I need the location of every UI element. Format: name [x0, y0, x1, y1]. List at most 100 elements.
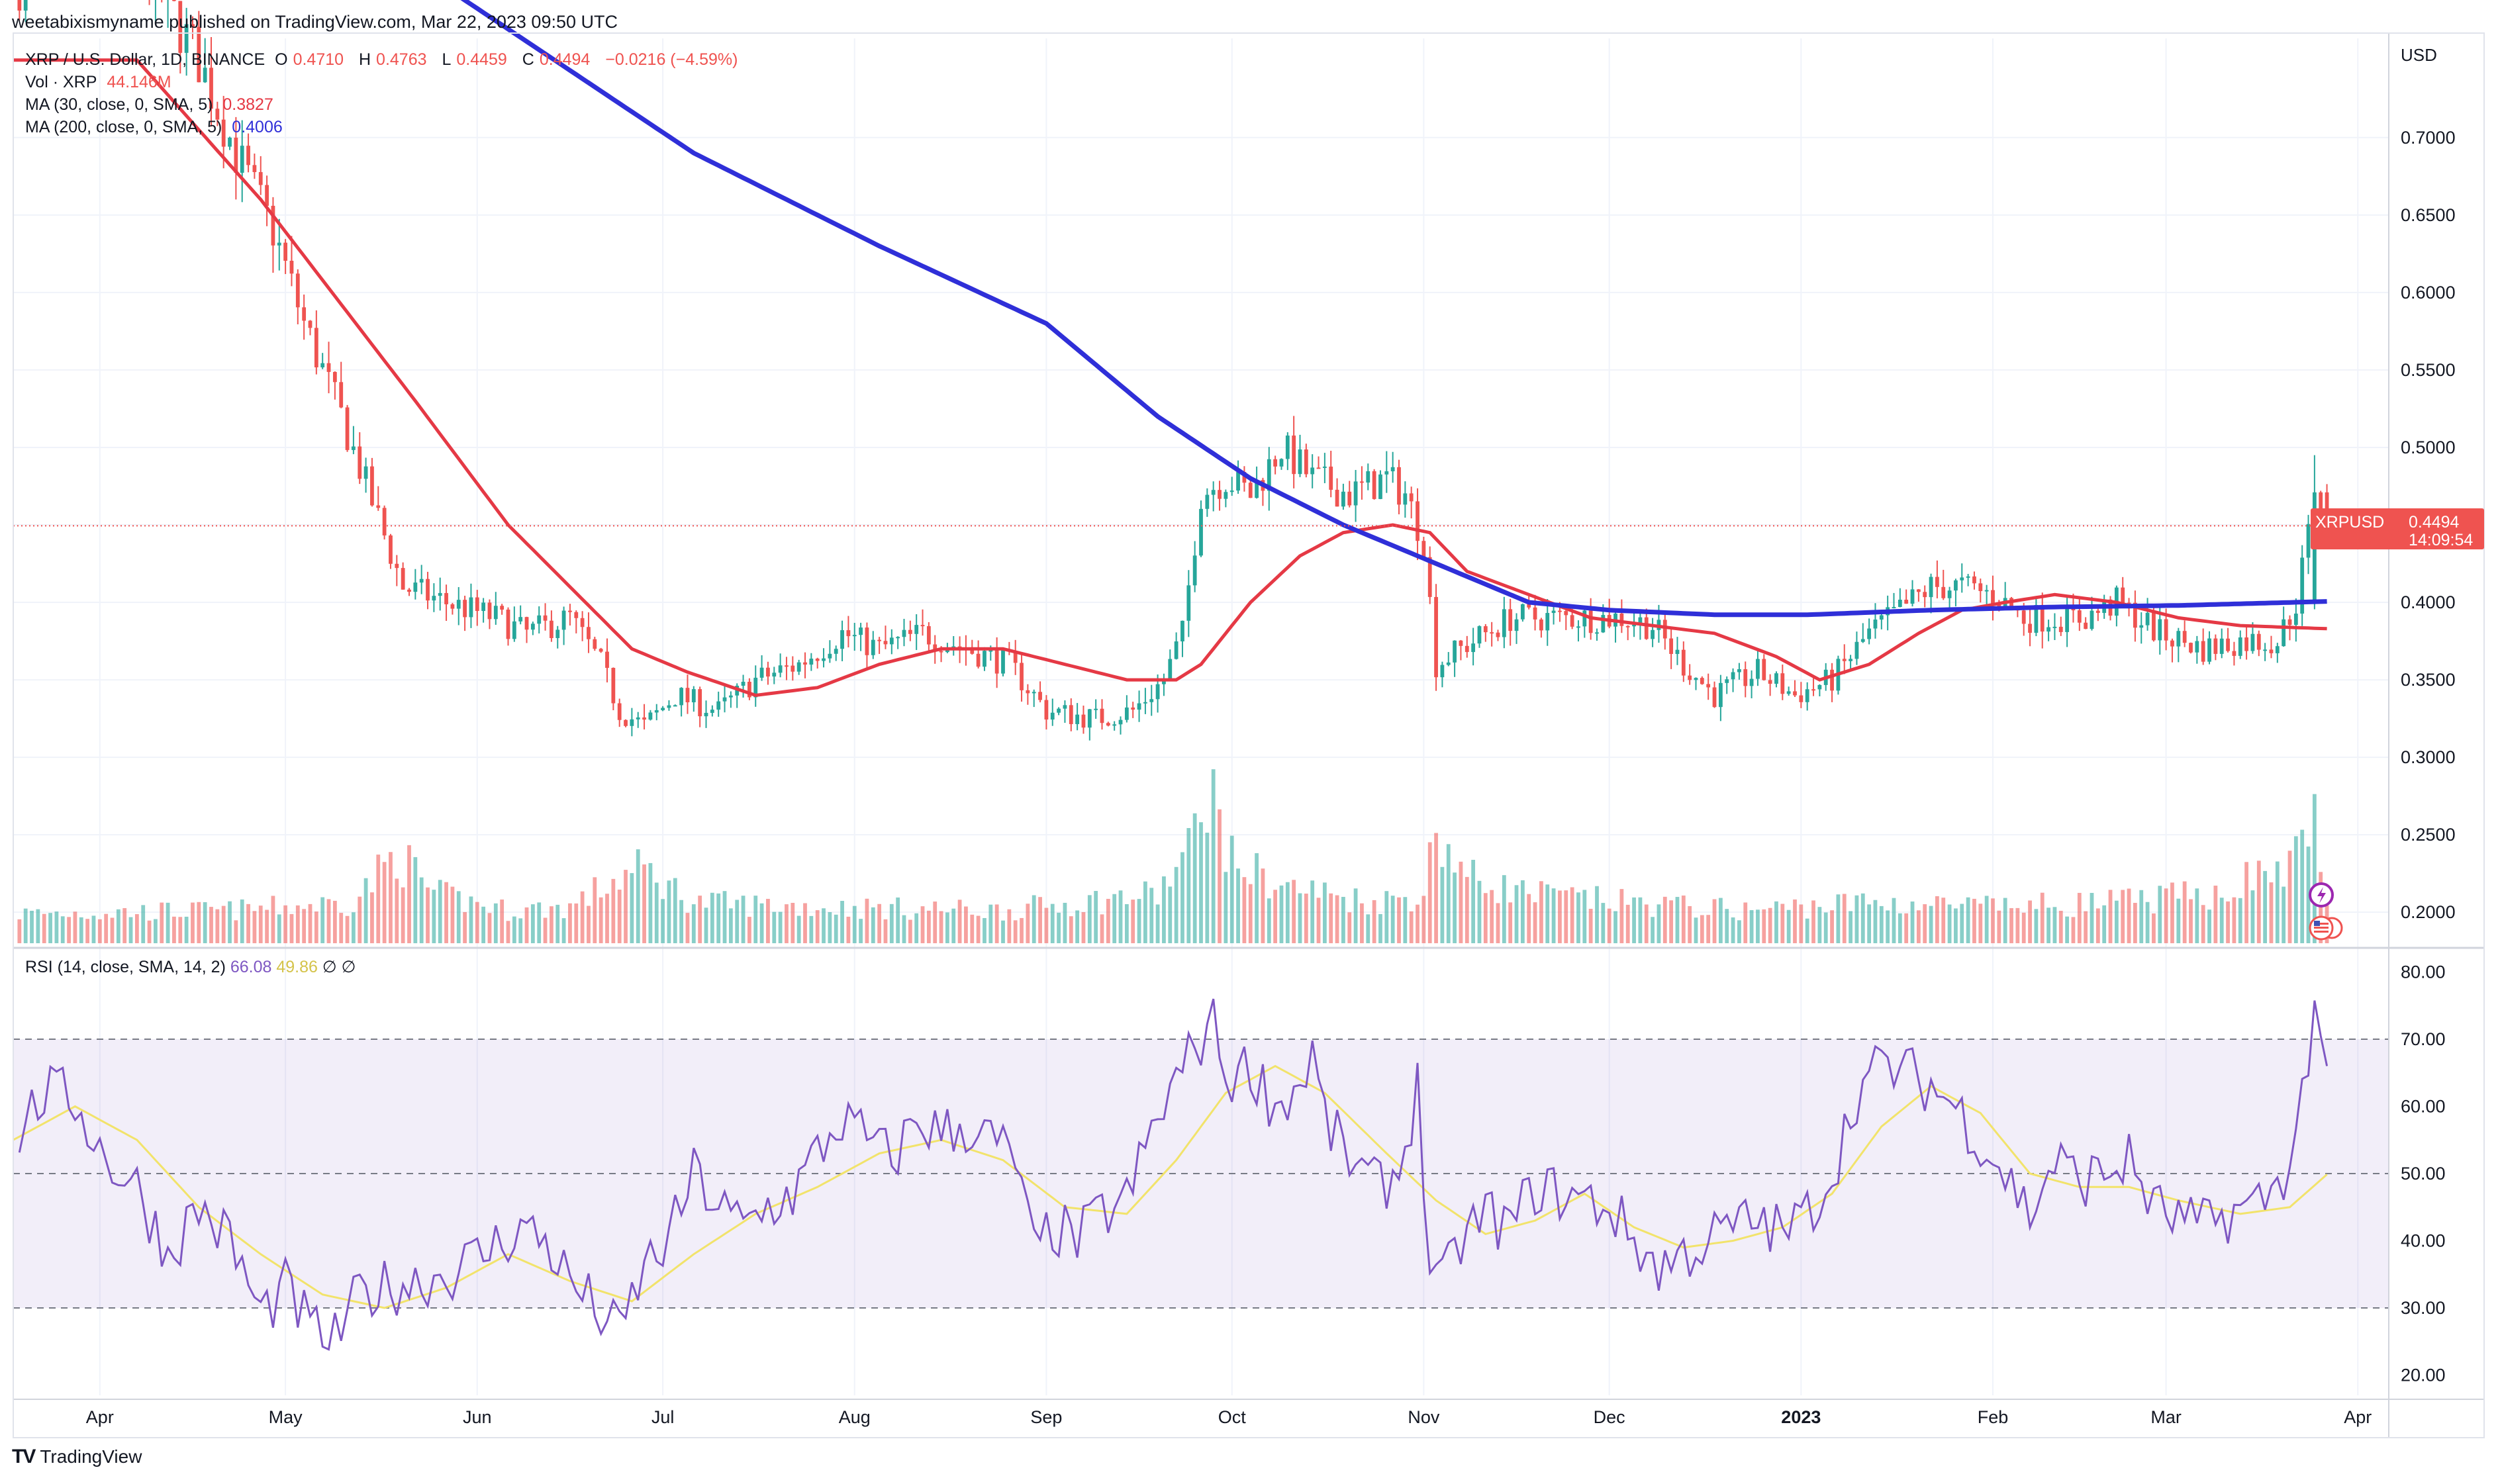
volume-bar [363, 878, 368, 943]
volume-bar [382, 862, 387, 943]
volume-bar [1960, 904, 1964, 943]
legend-symbol-line: XRP / U.S. Dollar, 1D, BINANCE O 0.4710 H… [25, 50, 743, 70]
candle-body [1409, 493, 1414, 502]
candle-body [382, 508, 387, 535]
volume-bar [134, 914, 139, 943]
volume-bar [679, 900, 684, 943]
candle-body [747, 681, 751, 698]
candle-body [1520, 604, 1525, 620]
volume-bar [48, 913, 52, 943]
candle-body [407, 589, 411, 592]
rsi-tick-label: 80.00 [2401, 962, 2446, 982]
candle-body [2077, 610, 2082, 623]
candle-body [1094, 708, 1098, 710]
volume-bar [1904, 913, 1909, 943]
candle-body [815, 659, 820, 661]
volume-bar [624, 870, 628, 943]
volume-bar [469, 896, 473, 943]
volume-bar [487, 913, 492, 943]
volume-bar [302, 909, 307, 943]
volume-bar [345, 915, 350, 943]
volume-bar [1261, 868, 1265, 943]
candle-body [1898, 599, 1902, 607]
volume-bar [277, 914, 281, 943]
volume-bar [419, 877, 424, 943]
volume-bar [1539, 881, 1543, 943]
volume-bar [1397, 897, 1401, 943]
volume-bar [178, 917, 183, 943]
candle-body [1075, 714, 1080, 724]
candle-body [1564, 611, 1568, 616]
candle-body [191, 24, 195, 27]
candle-body [883, 641, 888, 645]
candle-body [320, 363, 325, 367]
volume-bar [2071, 917, 2076, 943]
volume-bar [1966, 897, 1970, 943]
candle-body [1298, 449, 1302, 475]
candle-body [902, 629, 906, 637]
volume-bar [654, 882, 659, 943]
legend-ma200-line: MA (200, close, 0, SMA, 5) 0.4006 [25, 118, 288, 137]
volume-bar [85, 919, 90, 943]
tradingview-brand[interactable]: TV TradingView [12, 1446, 142, 1468]
candle-body [450, 604, 455, 609]
volume-bar [1248, 884, 1253, 943]
candle-body [908, 629, 912, 634]
volume-bar [871, 907, 875, 943]
candle-body [252, 165, 257, 172]
candle-body [1366, 471, 1370, 483]
event-icons[interactable] [2309, 882, 2343, 941]
volume-bar [1192, 813, 1197, 943]
candle-body [500, 606, 505, 610]
volume-bar [753, 896, 758, 943]
volume-bar [1390, 896, 1395, 943]
volume-bar [1496, 903, 1500, 943]
volume-bar [970, 914, 975, 943]
volume-bar [1421, 896, 1426, 943]
volume-bar [2244, 862, 2248, 943]
candle-body [1947, 590, 1952, 598]
volume-bar [698, 896, 702, 943]
volume-bar [852, 905, 857, 943]
volume-bar [2065, 916, 2070, 943]
time-axis-ticks: Apr May Jun Jul Aug Sep Oct Nov Dec 2023 Feb Mar Apr [86, 1407, 2372, 1427]
volume-bar [803, 903, 807, 943]
candle-body [1155, 684, 1160, 700]
volume-bar [258, 905, 263, 943]
volume-bar [2090, 892, 2094, 943]
volume-bar [1353, 888, 1358, 943]
volume-bar [1007, 909, 1012, 943]
volume-bar [1954, 908, 1958, 943]
volume-bar [1471, 860, 1476, 943]
volume-bar [2300, 829, 2305, 943]
volume-bar [1910, 901, 1915, 943]
legend-symbol: XRP / U.S. Dollar, 1D, BINANCE [25, 50, 265, 69]
volume-bar [2102, 905, 2107, 943]
volume-bar [407, 845, 411, 943]
candle-body [679, 688, 684, 706]
volume-bar [1607, 908, 1611, 943]
volume-bar [463, 911, 467, 943]
volume-bar [209, 907, 213, 943]
candle-body [2021, 610, 2026, 624]
volume-bar [2182, 881, 2187, 943]
volume-bar [1860, 893, 1865, 943]
volume-bar [1124, 904, 1129, 943]
candle-body [1397, 467, 1401, 505]
price-badge-price: 0.4494 [2409, 513, 2460, 532]
candle-body [363, 466, 368, 479]
volume-bar [1174, 866, 1178, 943]
candle-body [1236, 472, 1240, 491]
volume-bar [1360, 903, 1364, 943]
candle-body [828, 653, 832, 659]
candle-body [1576, 626, 1580, 628]
volume-bar [2015, 907, 2020, 943]
price-tick-label: 0.3500 [2401, 670, 2456, 690]
volume-bar [1935, 896, 1939, 943]
volume-bar [1725, 909, 1729, 943]
candle-body [1860, 639, 1865, 642]
volume-bar [920, 906, 925, 943]
candle-body [2182, 631, 2187, 643]
candle-body [896, 637, 900, 639]
candle-body [178, 1, 183, 53]
